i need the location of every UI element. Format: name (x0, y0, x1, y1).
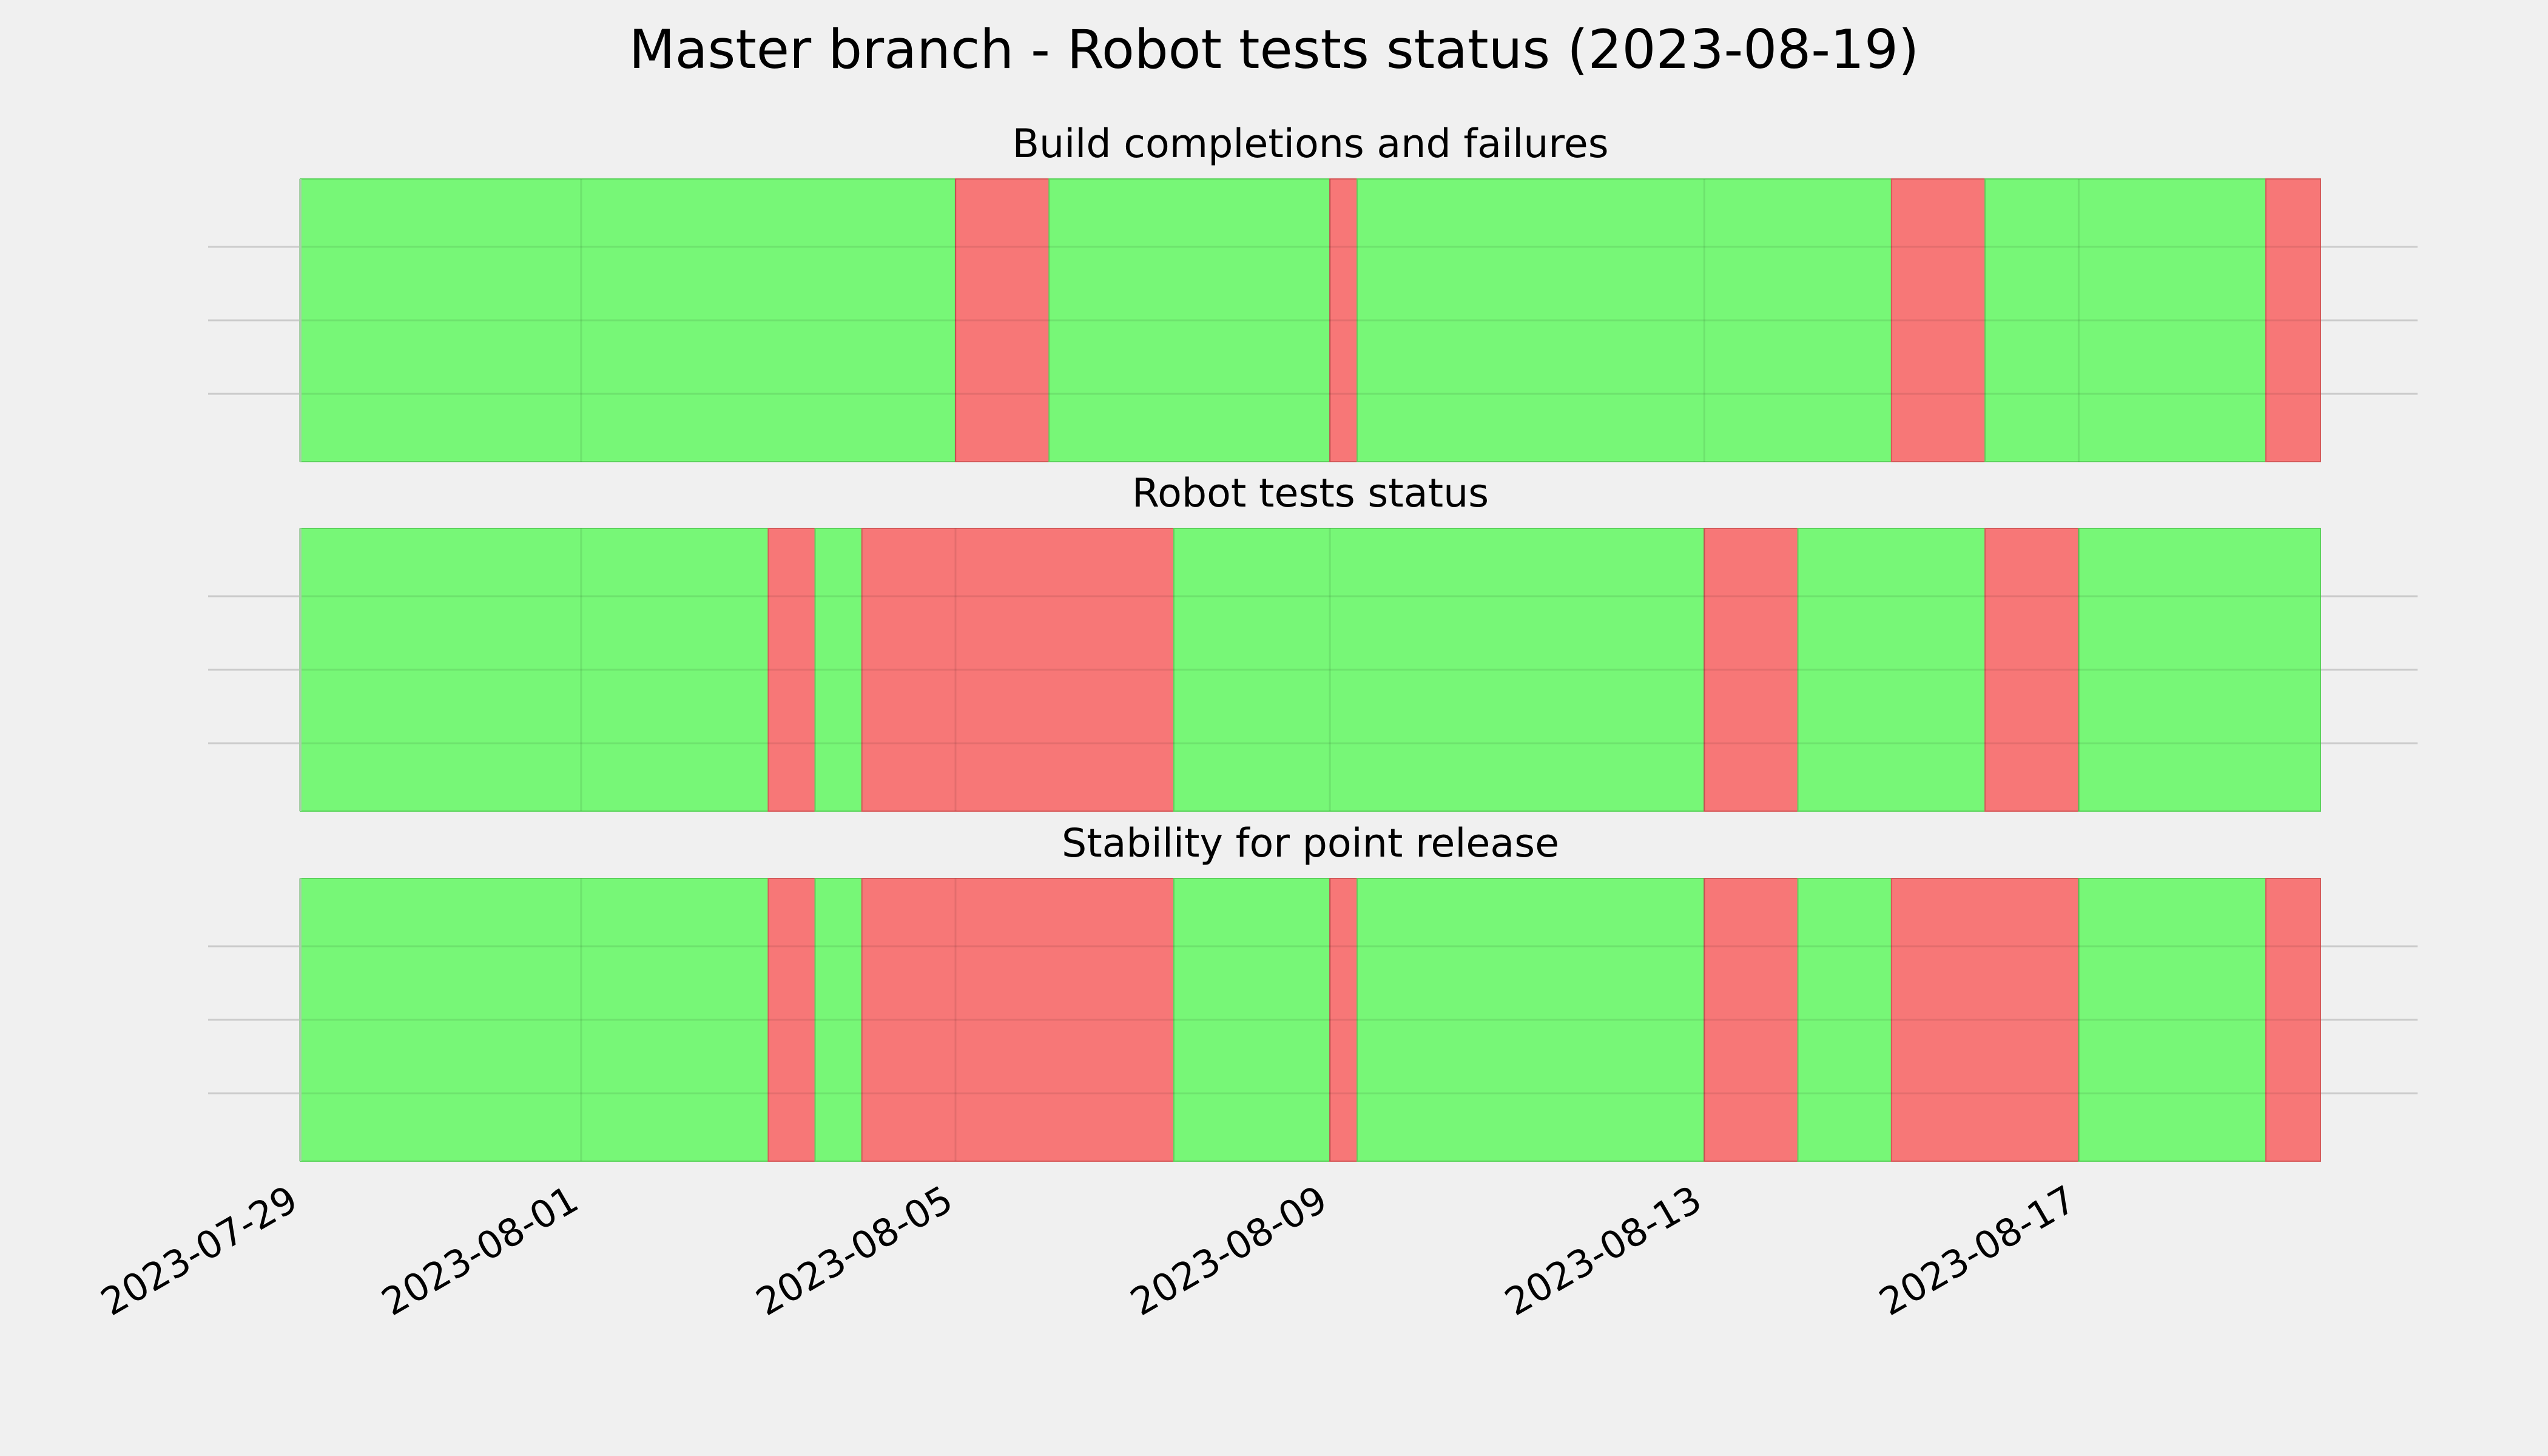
status-segment-pass (1173, 528, 1705, 812)
status-segment-pass (1173, 878, 1331, 1162)
status-segment-pass (1797, 878, 1892, 1162)
status-segment-pass (1357, 878, 1705, 1162)
panel-2: Robot tests status (208, 471, 2418, 812)
status-segment-fail (1704, 528, 1799, 812)
status-segment-fail (861, 528, 1175, 812)
chart-title: Master branch - Robot tests status (2023… (629, 18, 1919, 81)
status-segment-pass (300, 878, 769, 1162)
status-segment-fail (2265, 878, 2321, 1162)
status-segment-fail (861, 878, 1175, 1162)
status-segment-fail (2265, 178, 2321, 462)
panel-title: Robot tests status (1132, 471, 1489, 516)
status-segment-pass (1984, 178, 2267, 462)
status-segment-fail (1890, 878, 2080, 1162)
status-segment-pass (2078, 528, 2321, 812)
status-segment-fail (1890, 178, 1986, 462)
panel-3: Stability for point release (208, 821, 2418, 1162)
panels-group: Build completions and failures Robot test… (208, 121, 2418, 1162)
status-segment-fail (1329, 178, 1358, 462)
status-segment-pass (1357, 178, 1892, 462)
status-segment-pass (1048, 178, 1331, 462)
status-segment-pass (1797, 528, 1986, 812)
status-segment-fail (1329, 878, 1358, 1162)
status-segment-fail (767, 528, 816, 812)
panel-1: Build completions and failures (208, 121, 2418, 462)
panel-title: Stability for point release (1062, 821, 1559, 866)
status-segment-fail (1984, 528, 2080, 812)
status-segment-pass (814, 528, 863, 812)
status-segment-fail (955, 178, 1050, 462)
panel-title: Build completions and failures (1012, 121, 1608, 167)
status-segment-pass (300, 528, 769, 812)
